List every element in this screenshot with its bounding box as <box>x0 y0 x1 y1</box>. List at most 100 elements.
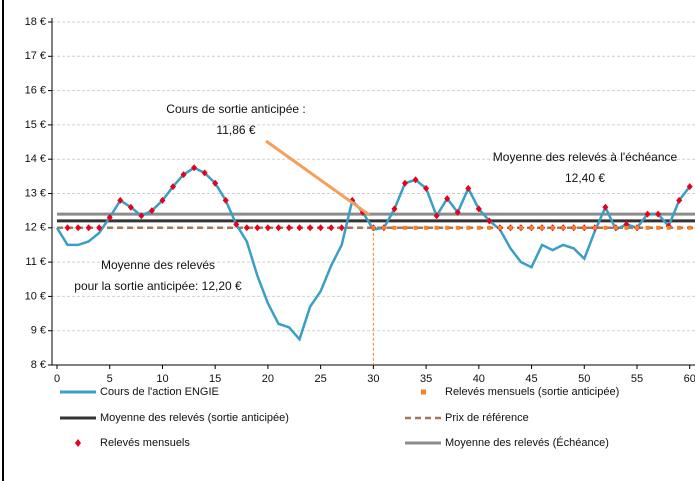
diamond-marker <box>64 224 71 232</box>
diamond-marker <box>602 203 609 211</box>
legend-label: Prix de référence <box>445 412 529 424</box>
square-marker <box>455 225 460 230</box>
diamond-marker <box>676 196 683 204</box>
legend-label: Moyenne des relevés (sortie anticipée) <box>100 412 289 424</box>
square-marker <box>381 225 386 230</box>
diamond-marker <box>127 203 134 211</box>
y-tick-label: 18 € <box>25 16 46 28</box>
diamond-marker <box>148 207 155 215</box>
y-tick-label: 10 € <box>25 290 46 302</box>
diamond-marker <box>96 224 103 232</box>
diamond-marker <box>454 208 461 216</box>
y-tick-label: 17 € <box>25 50 46 62</box>
diamond-marker <box>117 196 124 204</box>
legend-swatch <box>421 389 426 395</box>
legend-label: Relevés mensuels <box>100 437 190 449</box>
diamond-marker <box>444 195 451 203</box>
diamond-marker <box>433 212 440 220</box>
annotation: Cours de sortie anticipée : <box>166 102 305 116</box>
square-marker <box>434 225 439 230</box>
x-tick-label: 50 <box>578 373 590 385</box>
legend-label: Relevés mensuels (sortie anticipée) <box>445 386 619 398</box>
square-marker <box>624 225 629 230</box>
square-marker <box>613 225 618 230</box>
diamond-marker <box>222 196 229 204</box>
diamond-marker <box>655 210 662 218</box>
square-marker <box>666 225 671 230</box>
y-tick-label: 16 € <box>25 85 46 97</box>
square-marker <box>645 225 650 230</box>
annotation-arrow <box>265 139 371 217</box>
diamond-marker <box>191 164 198 172</box>
square-marker <box>476 225 481 230</box>
diamond-marker <box>159 196 166 204</box>
y-tick-label: 9 € <box>31 325 46 337</box>
x-tick-label: 5 <box>107 373 113 385</box>
square-marker <box>424 225 429 230</box>
diamond-marker <box>264 224 271 232</box>
diamond-marker <box>85 224 92 232</box>
square-marker <box>519 225 523 230</box>
diamond-marker <box>243 224 250 232</box>
square-marker <box>603 225 608 230</box>
diamond-marker <box>465 184 472 192</box>
square-marker <box>687 225 692 230</box>
square-marker <box>656 225 661 230</box>
diamond-marker <box>170 183 176 191</box>
square-marker <box>561 225 566 230</box>
square-marker <box>582 225 587 230</box>
diamond-marker <box>423 184 430 192</box>
diamond-marker <box>338 224 345 232</box>
annotation: pour la sortie anticipée: 12,20 € <box>74 279 242 293</box>
square-marker <box>497 225 502 230</box>
y-tick-label: 14 € <box>25 153 46 165</box>
diamond-marker <box>402 179 408 187</box>
square-marker <box>635 225 639 230</box>
legend-label: Moyenne des relevés (Échéance) <box>445 436 609 449</box>
x-tick-label: 45 <box>525 373 537 385</box>
x-tick-label: 35 <box>420 373 432 385</box>
x-tick-label: 25 <box>315 373 327 385</box>
square-marker <box>550 225 555 230</box>
diamond-marker <box>307 224 314 232</box>
annotation: 11,86 € <box>216 123 255 137</box>
x-tick-label: 0 <box>54 373 60 385</box>
y-tick-label: 15 € <box>25 119 46 131</box>
diamond-marker <box>296 224 303 232</box>
diamond-marker <box>212 179 219 187</box>
x-tick-label: 30 <box>367 373 379 385</box>
square-marker <box>403 225 407 230</box>
diamond-marker <box>180 171 187 179</box>
diamond-marker <box>233 220 240 228</box>
y-tick-label: 12 € <box>25 222 46 234</box>
square-marker <box>508 225 513 230</box>
x-tick-label: 55 <box>631 373 643 385</box>
legend-swatch <box>75 439 81 447</box>
x-tick-label: 15 <box>209 373 221 385</box>
y-tick-label: 13 € <box>25 187 46 199</box>
annotation: Moyenne des relevés à l'échéance <box>493 150 678 164</box>
diamond-marker <box>391 205 398 213</box>
x-tick-label: 20 <box>262 373 274 385</box>
square-marker <box>413 225 418 230</box>
diamond-marker <box>138 212 145 220</box>
diamond-marker <box>475 205 482 213</box>
square-marker <box>592 225 597 230</box>
diamond-marker <box>201 169 208 177</box>
y-tick-label: 11 € <box>25 256 46 268</box>
x-tick-label: 40 <box>473 373 485 385</box>
annotation: 12,40 € <box>565 171 605 185</box>
x-tick-label: 60 <box>684 373 695 385</box>
x-tick-label: 10 <box>156 373 168 385</box>
square-marker <box>540 225 545 230</box>
diamond-marker <box>106 214 113 222</box>
square-marker <box>371 225 376 230</box>
diamond-marker <box>275 224 282 232</box>
diamond-marker <box>644 210 651 218</box>
diamond-marker <box>412 176 419 184</box>
diamond-marker <box>686 183 693 191</box>
square-marker <box>529 225 534 230</box>
annotation: Moyenne des relevés <box>101 258 215 272</box>
y-tick-label: 8 € <box>31 359 46 371</box>
legend-label: Cours de l'action ENGIE <box>100 386 219 398</box>
